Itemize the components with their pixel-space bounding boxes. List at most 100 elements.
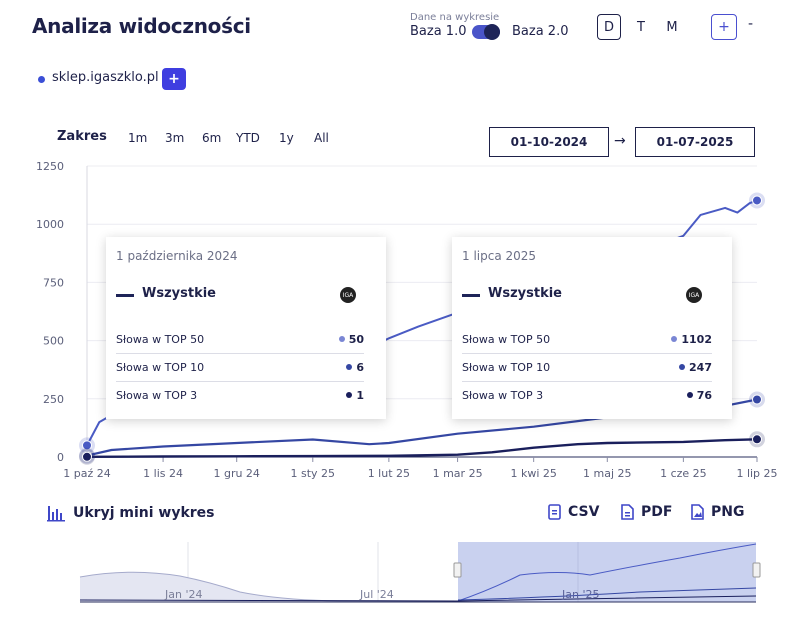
navigator-area-old bbox=[80, 572, 458, 602]
tooltip-row-top10: Słowa w TOP 10 247 bbox=[462, 353, 712, 382]
x-tick-label: 1 lut 25 bbox=[368, 467, 410, 480]
export-png-button[interactable]: PNG bbox=[691, 504, 744, 520]
y-axis-ticks: 0 250 500 750 1000 1250 bbox=[36, 160, 64, 464]
navigator-handle-left[interactable] bbox=[453, 562, 462, 578]
top3-dot-icon bbox=[346, 392, 353, 398]
period-month-button[interactable]: M bbox=[666, 19, 678, 35]
end-point bbox=[752, 195, 762, 206]
range-1y-button[interactable]: 1y bbox=[279, 131, 294, 145]
range-6m-button[interactable]: 6m bbox=[202, 131, 222, 145]
tooltip-row-top50: Słowa w TOP 50 1102 bbox=[462, 325, 712, 354]
tooltip-row-label: Słowa w TOP 10 bbox=[462, 360, 551, 374]
tooltip-row-label: Słowa w TOP 3 bbox=[116, 388, 198, 402]
tooltip-row-value: 76 bbox=[696, 388, 712, 402]
tooltip-row-label: Słowa w TOP 10 bbox=[116, 360, 205, 374]
tooltip-row-value: 1102 bbox=[681, 332, 712, 346]
tooltip-row-top10: Słowa w TOP 10 6 bbox=[116, 353, 364, 382]
domain-color-dot bbox=[38, 76, 45, 83]
zoom-out-button[interactable]: - bbox=[748, 16, 754, 32]
tooltip-row-label: Słowa w TOP 50 bbox=[462, 332, 551, 346]
range-ytd-button[interactable]: YTD bbox=[236, 131, 260, 145]
base-2-label[interactable]: Baza 2.0 bbox=[512, 24, 569, 39]
navigator-label: Jan '25 bbox=[561, 588, 599, 601]
page-title: Analiza widoczności bbox=[32, 14, 251, 38]
navigator-handle-right[interactable] bbox=[752, 562, 761, 578]
tooltip-start: 1 października 2024 Wszystkie IGA Słowa … bbox=[106, 237, 386, 419]
hide-mini-chart-toggle[interactable]: Ukryj mini wykres bbox=[47, 504, 215, 522]
export-png-label: PNG bbox=[711, 504, 745, 520]
x-axis-ticks: 1 paź 24 1 lis 24 1 gru 24 1 sty 25 1 lut 25… bbox=[63, 457, 778, 480]
period-week-button[interactable]: T bbox=[637, 19, 645, 35]
x-tick-label: 1 gru 24 bbox=[213, 467, 259, 480]
tooltip-row-label: Słowa w TOP 3 bbox=[462, 388, 544, 402]
tooltip-row-value: 6 bbox=[356, 360, 364, 374]
tooltip-row-value: 1 bbox=[356, 388, 364, 402]
tooltip-date: 1 października 2024 bbox=[116, 249, 238, 263]
end-point bbox=[752, 394, 762, 405]
tooltip-date: 1 lipca 2025 bbox=[462, 249, 537, 263]
navigator-chart[interactable]: Jan '24 Jul '24 Jan '25 bbox=[0, 530, 785, 621]
domain-label: sklep.igaszklo.pl bbox=[52, 70, 159, 85]
y-tick-label: 250 bbox=[43, 393, 64, 406]
x-tick-label: 1 kwi 25 bbox=[510, 467, 556, 480]
top50-dot-icon bbox=[338, 336, 345, 342]
navigator-line-top3 bbox=[79, 595, 757, 602]
bar-chart-icon bbox=[47, 506, 65, 522]
chart-end-points bbox=[79, 192, 765, 465]
navigator-label: Jul '24 bbox=[359, 588, 394, 601]
x-tick-label: 1 maj 25 bbox=[583, 467, 632, 480]
x-tick-label: 1 paź 24 bbox=[63, 467, 111, 480]
y-tick-label: 750 bbox=[43, 276, 64, 289]
domain-logo-icon: IGA bbox=[686, 287, 702, 303]
tooltip-end: 1 lipca 2025 Wszystkie IGA Słowa w TOP 5… bbox=[452, 237, 732, 419]
csv-file-icon bbox=[548, 504, 561, 520]
navigator-label: Jan '24 bbox=[164, 588, 202, 601]
series-line-top3 bbox=[86, 438, 758, 458]
range-1m-button[interactable]: 1m bbox=[128, 131, 148, 145]
visibility-chart: 0 250 500 750 1000 1250 1 paź 24 1 lis 24 1 gru… bbox=[36, 160, 778, 480]
top3-dot-icon bbox=[686, 392, 693, 398]
base-1-label[interactable]: Baza 1.0 bbox=[410, 24, 467, 39]
date-from-input[interactable]: 01-10-2024 bbox=[489, 127, 609, 157]
data-source-caption: Dane na wykresie bbox=[410, 12, 500, 23]
tooltip-row-value: 247 bbox=[689, 360, 712, 374]
top10-dot-icon bbox=[679, 364, 686, 370]
mini-chart-label: Ukryj mini wykres bbox=[73, 505, 215, 521]
image-file-icon bbox=[691, 504, 704, 520]
tooltip-row-value: 50 bbox=[348, 332, 364, 346]
start-point bbox=[82, 440, 92, 451]
export-csv-label: CSV bbox=[568, 504, 600, 520]
top10-dot-icon bbox=[346, 364, 353, 370]
base-toggle-switch[interactable] bbox=[472, 24, 500, 40]
navigator-line-top10 bbox=[457, 587, 757, 601]
export-csv-button[interactable]: CSV bbox=[548, 504, 599, 520]
y-tick-label: 1250 bbox=[36, 160, 64, 173]
tooltip-row-top3: Słowa w TOP 3 1 bbox=[116, 381, 364, 409]
x-tick-label: 1 mar 25 bbox=[433, 467, 483, 480]
tooltip-series-label: Wszystkie bbox=[142, 286, 216, 301]
range-label: Zakres bbox=[57, 129, 107, 144]
tooltip-series-label: Wszystkie bbox=[488, 286, 562, 301]
zoom-in-button[interactable]: + bbox=[711, 14, 737, 40]
add-domain-button[interactable]: + bbox=[162, 68, 186, 90]
tooltip-row-label: Słowa w TOP 50 bbox=[116, 332, 205, 346]
tooltip-series-line bbox=[462, 294, 480, 297]
range-3m-button[interactable]: 3m bbox=[165, 131, 185, 145]
range-all-button[interactable]: All bbox=[314, 131, 329, 145]
toggle-knob bbox=[484, 24, 500, 40]
end-point bbox=[752, 434, 762, 445]
top50-dot-icon bbox=[671, 336, 678, 342]
domain-logo-icon: IGA bbox=[340, 287, 356, 303]
tooltip-row-top50: Słowa w TOP 50 50 bbox=[116, 325, 364, 354]
export-pdf-button[interactable]: PDF bbox=[621, 504, 672, 520]
y-tick-label: 500 bbox=[43, 335, 64, 348]
period-day-button[interactable]: D bbox=[597, 14, 621, 40]
y-tick-label: 1000 bbox=[36, 218, 64, 231]
navigator-line-old bbox=[79, 571, 458, 602]
x-tick-label: 1 lis 24 bbox=[143, 467, 183, 480]
date-to-input[interactable]: 01-07-2025 bbox=[635, 127, 755, 157]
date-arrow: → bbox=[614, 133, 626, 149]
navigator-line-top50 bbox=[457, 543, 757, 602]
x-tick-label: 1 sty 25 bbox=[291, 467, 336, 480]
tooltip-row-top3: Słowa w TOP 3 76 bbox=[462, 381, 712, 409]
